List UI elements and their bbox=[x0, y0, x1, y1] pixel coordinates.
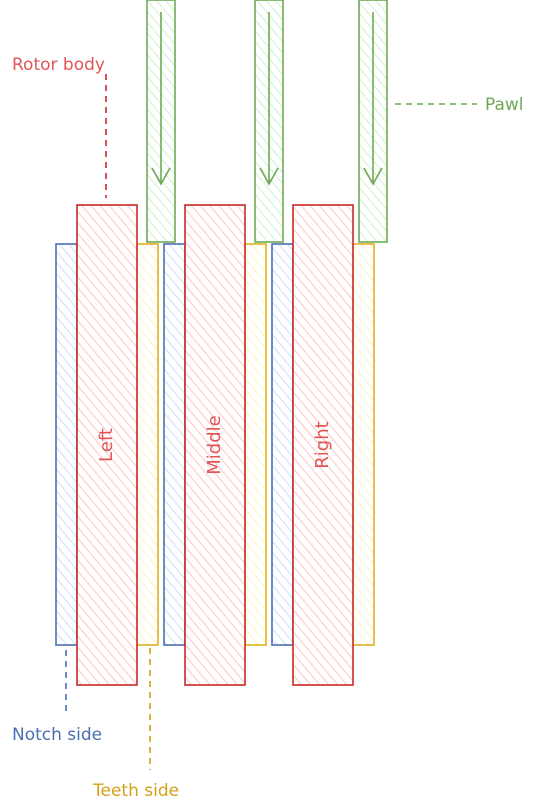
arrow-down-icon bbox=[363, 12, 383, 186]
rotor-right-group: Right bbox=[271, 204, 375, 686]
rotor-left-group: Left bbox=[55, 204, 159, 686]
notch-side-callout: Notch side bbox=[12, 725, 102, 745]
teeth-side-left bbox=[136, 243, 159, 646]
pawl-callout: Pawl bbox=[485, 95, 524, 115]
rotor-middle-group: Middle bbox=[163, 204, 267, 686]
arrow-down-icon bbox=[151, 12, 171, 186]
teeth-side-right bbox=[352, 243, 375, 646]
pawl-2 bbox=[254, 0, 284, 243]
rotor-body-middle bbox=[184, 204, 246, 686]
notch-side-middle bbox=[163, 243, 186, 646]
arrow-down-icon bbox=[259, 12, 279, 186]
rotor-body-left bbox=[76, 204, 138, 686]
teeth-side-middle bbox=[244, 243, 267, 646]
notch-side-left bbox=[55, 243, 78, 646]
rotor-label-right: Right bbox=[312, 421, 333, 468]
pawl-1 bbox=[146, 0, 176, 243]
teeth-side-callout: Teeth side bbox=[92, 781, 179, 801]
rotor-body-right bbox=[292, 204, 354, 686]
rotor-label-middle: Middle bbox=[204, 415, 225, 474]
rotor-label-left: Left bbox=[96, 428, 117, 462]
pawl-3 bbox=[358, 0, 388, 243]
rotor-body-callout: Rotor body bbox=[12, 55, 105, 75]
notch-side-right bbox=[271, 243, 294, 646]
